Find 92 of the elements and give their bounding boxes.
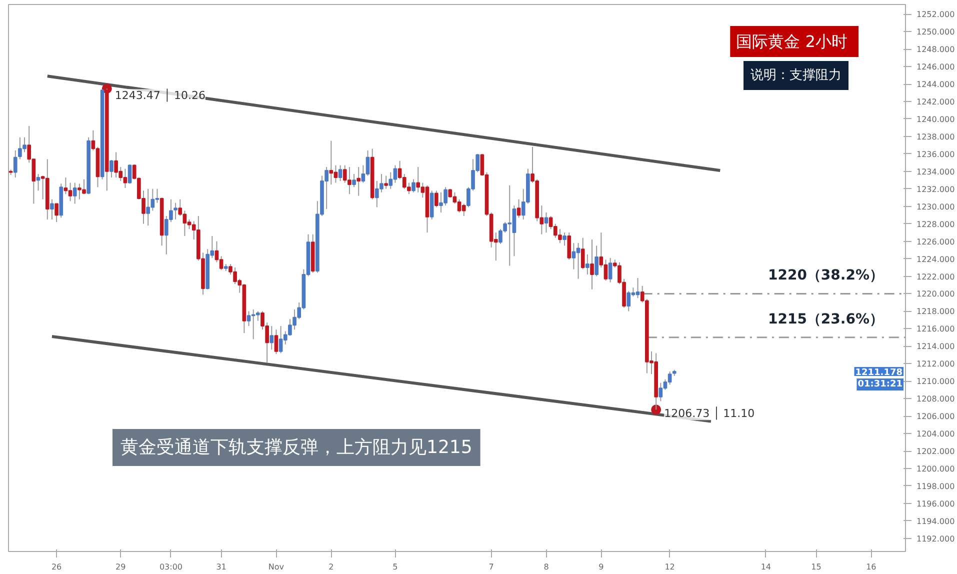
annotation: 1211.178 [855, 368, 903, 378]
y-tick-label: 1236.000 [916, 150, 955, 159]
x-tick-label: 31 [216, 562, 226, 572]
candlestick [567, 232, 572, 260]
candlestick [412, 178, 416, 193]
candlestick [388, 172, 393, 190]
candlestick [72, 182, 77, 204]
candlestick [590, 239, 594, 290]
candlestick [110, 160, 114, 178]
y-tick-label: 1250.000 [916, 28, 955, 37]
y-tick-label: 1214.000 [916, 342, 955, 352]
y-tick-label: 1248.000 [916, 45, 955, 54]
candlestick [668, 370, 672, 386]
y-tick-label: 1208.000 [916, 394, 955, 404]
candlestick [594, 245, 599, 277]
x-tick-label: 29 [116, 562, 126, 572]
candlestick [329, 140, 334, 186]
annotation: 黄金受通道下轨支撑反弹，上方阻力见1215 [120, 437, 472, 458]
y-tick-label: 1234.000 [916, 167, 955, 176]
candlestick [274, 329, 278, 355]
candlestick [544, 212, 548, 234]
annotation: 1206.73 │ 11.10 [664, 406, 755, 420]
candlestick [576, 242, 580, 280]
y-tick-label: 1228.000 [916, 220, 955, 229]
candlestick [416, 166, 420, 193]
text: 国际黄金 2小时 [736, 32, 848, 51]
candlestick [338, 164, 342, 182]
y-tick-label: 1246.000 [916, 62, 955, 72]
x-tick-label: 16 [866, 562, 876, 572]
y-tick-label: 1192.000 [916, 534, 955, 544]
candlestick [352, 174, 356, 188]
y-tick-label: 1200.000 [916, 464, 955, 474]
y-tick-label: 1230.000 [916, 202, 955, 212]
y-tick-label: 1196.000 [916, 499, 955, 508]
candlestick [434, 190, 438, 208]
candlestick [128, 164, 132, 184]
y-tick-label: 1194.000 [916, 516, 955, 526]
candlestick [608, 257, 612, 283]
candlestick [462, 203, 466, 216]
candlestick [580, 237, 585, 270]
y-tick-label: 1212.000 [916, 360, 955, 369]
candlestick [146, 188, 150, 226]
x-tick-label: 15 [811, 562, 822, 572]
y-tick-label: 1218.000 [916, 307, 955, 316]
candlestick [430, 190, 434, 220]
candlestick [384, 175, 388, 190]
y-tick-label: 1232.000 [916, 184, 955, 194]
x-tick-label: 26 [51, 562, 62, 572]
y-tick-label: 1216.000 [916, 324, 955, 334]
annotation: 1243.47 │ 10.26 [114, 88, 206, 102]
candlestick [68, 182, 72, 202]
candlestick [516, 198, 521, 218]
ref-line-label: 1220（38.2%） [768, 268, 884, 284]
annotation: 01:31:21 [858, 379, 903, 390]
candlestick [562, 232, 566, 246]
x-tick-label: 8 [544, 562, 549, 572]
candlestick [658, 382, 663, 402]
x-tick-label: 9 [598, 562, 604, 572]
candlestick [636, 278, 640, 299]
candlestick [572, 242, 576, 270]
candlestick [64, 177, 68, 195]
y-tick-label: 1204.000 [916, 430, 955, 439]
y-tick-label: 1242.000 [916, 97, 955, 106]
x-tick-label: 14 [760, 562, 772, 572]
x-tick-label: 2 [328, 562, 334, 572]
candlestick [50, 198, 54, 220]
y-tick-label: 1226.000 [916, 237, 955, 246]
x-tick-label: 5 [392, 562, 398, 572]
y-tick-label: 1238.000 [916, 132, 955, 142]
text: 说明：支撑阻力 [750, 68, 842, 83]
candlestick [626, 290, 631, 312]
y-tick-label: 1220.000 [916, 290, 955, 299]
y-tick-label: 1206.000 [916, 412, 955, 422]
candlestick [36, 174, 40, 192]
candlestick [13, 150, 18, 178]
y-tick-label: 1244.000 [916, 80, 955, 90]
y-tick-label: 1198.000 [916, 482, 955, 491]
y-tick-label: 1202.000 [916, 447, 955, 456]
y-tick-label: 1222.000 [916, 272, 955, 282]
candlestick [356, 166, 361, 196]
candlestick [270, 326, 274, 350]
y-tick-label: 1252.000 [916, 10, 955, 20]
x-tick-label: 12 [664, 562, 675, 572]
y-tick-label: 1224.000 [916, 254, 955, 264]
y-tick-label: 1210.000 [916, 377, 955, 386]
y-tick-label: 1240.000 [916, 114, 955, 124]
x-tick-label: 7 [488, 562, 494, 572]
candlestick [54, 203, 58, 223]
candlestick [586, 254, 590, 276]
ref-line-label: 1215（23.6%） [768, 311, 884, 328]
x-tick-label: 03:00 [159, 562, 182, 572]
x-tick-label: Nov [268, 562, 284, 572]
